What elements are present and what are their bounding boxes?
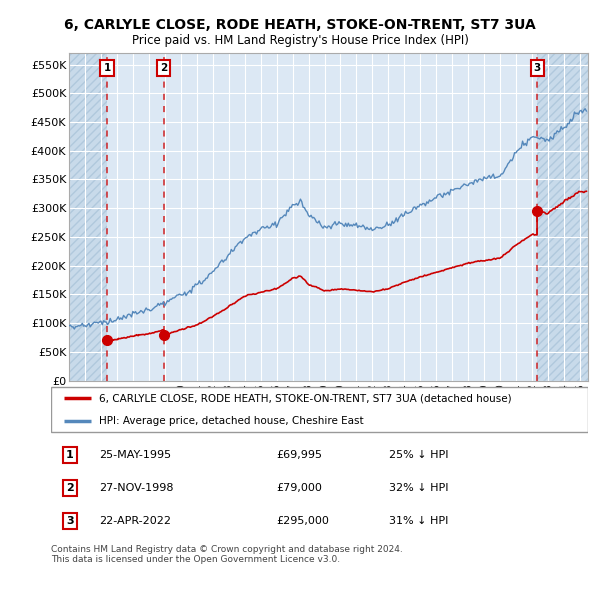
Text: 6, CARLYLE CLOSE, RODE HEATH, STOKE-ON-TRENT, ST7 3UA (detached house): 6, CARLYLE CLOSE, RODE HEATH, STOKE-ON-T… [100,394,512,404]
Bar [537,53,588,381]
Text: 1: 1 [103,63,110,73]
Text: 22-APR-2022: 22-APR-2022 [100,516,172,526]
Text: £295,000: £295,000 [277,516,329,526]
Text: 27-NOV-1998: 27-NOV-1998 [100,483,174,493]
Bar [537,53,588,381]
Text: 3: 3 [66,516,74,526]
FancyBboxPatch shape [51,386,588,432]
Text: 2: 2 [160,63,167,73]
Text: HPI: Average price, detached house, Cheshire East: HPI: Average price, detached house, Ches… [100,415,364,425]
Text: 25-MAY-1995: 25-MAY-1995 [100,450,172,460]
Text: 6, CARLYLE CLOSE, RODE HEATH, STOKE-ON-TRENT, ST7 3UA: 6, CARLYLE CLOSE, RODE HEATH, STOKE-ON-T… [64,18,536,32]
Text: 1: 1 [66,450,74,460]
Text: £79,000: £79,000 [277,483,322,493]
Text: 25% ↓ HPI: 25% ↓ HPI [389,450,449,460]
Text: 32% ↓ HPI: 32% ↓ HPI [389,483,449,493]
Text: 2: 2 [66,483,74,493]
Text: £69,995: £69,995 [277,450,323,460]
Bar [69,53,107,381]
Text: 31% ↓ HPI: 31% ↓ HPI [389,516,449,526]
Text: Price paid vs. HM Land Registry's House Price Index (HPI): Price paid vs. HM Land Registry's House … [131,34,469,47]
Bar [69,53,107,381]
Text: 3: 3 [533,63,541,73]
Text: Contains HM Land Registry data © Crown copyright and database right 2024.
This d: Contains HM Land Registry data © Crown c… [51,545,403,564]
